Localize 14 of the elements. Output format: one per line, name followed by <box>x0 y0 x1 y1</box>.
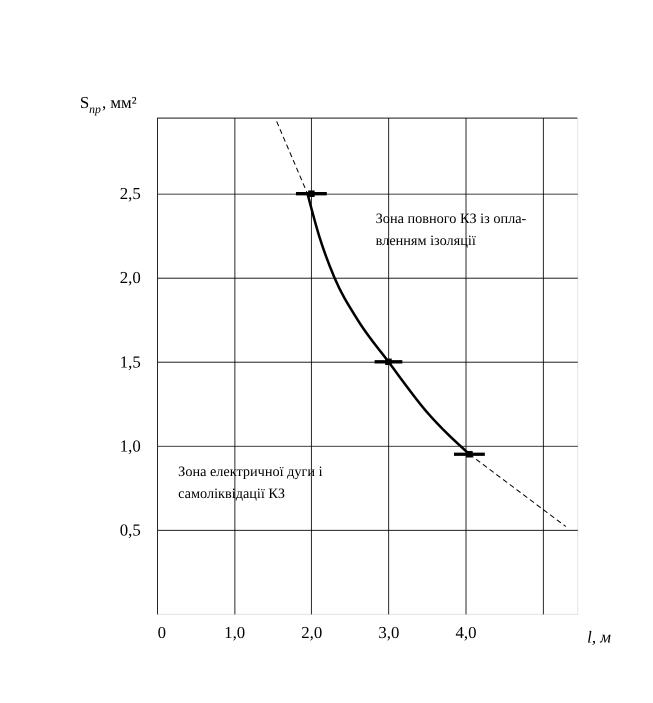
x-tick-label: 4,0 <box>455 622 476 642</box>
point <box>385 358 392 366</box>
y-tick-label: 0,5 <box>120 520 141 540</box>
x-tick-label: 0 <box>158 622 166 642</box>
x-tick-label: 2,0 <box>301 622 322 642</box>
x-tick-label: 1,0 <box>224 622 246 642</box>
y-tick-label: 2,5 <box>120 184 141 204</box>
point <box>308 190 315 197</box>
y-tick-label: 2,0 <box>120 268 141 288</box>
y-tick-label: 1,5 <box>120 352 141 372</box>
y-tick-label: 1,0 <box>120 436 141 456</box>
x-axis-title: l, м <box>587 628 612 646</box>
point <box>466 450 473 458</box>
x-tick-label: 3,0 <box>378 622 400 642</box>
